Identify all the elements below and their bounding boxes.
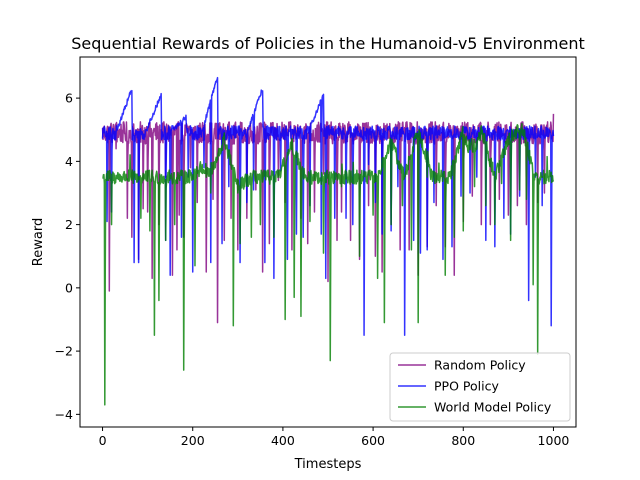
plot-frame bbox=[79, 56, 577, 428]
legend-box bbox=[389, 352, 571, 422]
x-tick-label: 800 bbox=[451, 433, 475, 448]
y-axis-ticks: −4 −2 0 2 4 6 bbox=[55, 91, 80, 422]
x-tick-label: 600 bbox=[361, 433, 385, 448]
x-tick-label: 0 bbox=[99, 433, 107, 448]
y-tick-label: 2 bbox=[65, 217, 73, 232]
y-tick-label: 4 bbox=[65, 154, 73, 169]
y-axis-label: Reward bbox=[31, 218, 46, 266]
x-axis-label: Timesteps bbox=[294, 457, 362, 472]
series-line-world-model-policy bbox=[102, 123, 555, 406]
x-tick-label: 1000 bbox=[538, 433, 570, 448]
y-tick-label: −2 bbox=[55, 344, 73, 359]
series-layer bbox=[101, 76, 555, 406]
legend-label: World Model Policy bbox=[434, 400, 552, 415]
legend: Random Policy PPO Policy World Model Polic… bbox=[389, 352, 571, 422]
x-axis-ticks: 0 200 400 600 800 1000 bbox=[99, 427, 570, 448]
legend-label: Random Policy bbox=[434, 358, 526, 373]
y-tick-label: −4 bbox=[55, 407, 73, 422]
x-tick-label: 200 bbox=[181, 433, 205, 448]
chart-title: Sequential Rewards of Policies in the Hu… bbox=[71, 34, 584, 53]
x-tick-label: 400 bbox=[271, 433, 295, 448]
legend-label: PPO Policy bbox=[434, 379, 499, 394]
y-tick-label: 0 bbox=[65, 280, 73, 295]
y-tick-label: 6 bbox=[65, 91, 73, 106]
